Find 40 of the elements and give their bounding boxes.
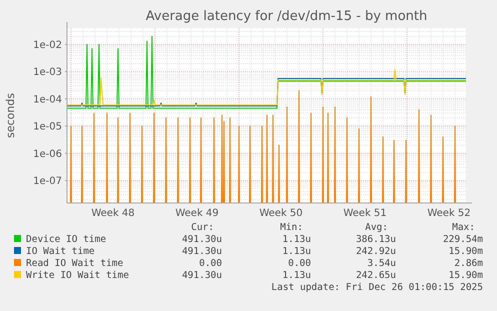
y-axis-title: seconds <box>4 92 17 138</box>
text: 15.90m <box>448 270 484 281</box>
text: 386.13u <box>356 234 396 245</box>
line-series <box>66 36 466 109</box>
text: 3.54u <box>367 258 396 269</box>
text: 1.13u <box>282 246 311 257</box>
text: Cur: <box>191 222 214 233</box>
text: 1.13u <box>282 234 311 245</box>
x-tick-label: Week 52 <box>427 208 471 219</box>
line-series <box>66 68 466 106</box>
x-tick-label: Week 49 <box>175 208 219 219</box>
text: 491.30u <box>182 234 222 245</box>
text: Min: <box>280 222 303 233</box>
y-tick-label: 1e-05 <box>33 122 62 133</box>
text: 0.00 <box>199 258 222 269</box>
text: 0.00 <box>288 258 312 269</box>
legend-label: Write IO Wait time <box>26 270 130 281</box>
x-tick-label: Week 50 <box>259 208 303 219</box>
y-tick-label: 1e-04 <box>33 94 62 106</box>
text: 242.65u <box>356 270 396 281</box>
chart-title: Average latency for /dev/dm-15 - by month <box>146 9 428 24</box>
text: 491.30u <box>182 246 222 257</box>
text: Avg: <box>365 222 388 233</box>
y-tick-label: 1e-02 <box>33 40 62 51</box>
x-tick-label: Week 48 <box>91 208 135 219</box>
text: 242.92u <box>356 246 396 257</box>
legend-label: Device IO time <box>26 234 106 245</box>
y-tick-label: 1e-07 <box>33 176 62 188</box>
x-tick-label: Week 51 <box>343 208 387 219</box>
y-tick-label: 1e-03 <box>33 67 62 78</box>
text: 15.90m <box>448 246 484 257</box>
text: 1.13u <box>282 270 311 281</box>
text: 2.86m <box>454 258 484 269</box>
text: 491.30u <box>182 270 222 281</box>
y-tick-label: 1e-06 <box>33 148 62 160</box>
text: Max: <box>452 222 475 233</box>
text: 229.54m <box>442 234 484 245</box>
legend-label: Read IO Wait time <box>26 258 124 269</box>
legend-label: IO Wait time <box>26 246 95 257</box>
text: Last update: Fri Dec 26 01:00:15 2025 <box>271 282 483 293</box>
